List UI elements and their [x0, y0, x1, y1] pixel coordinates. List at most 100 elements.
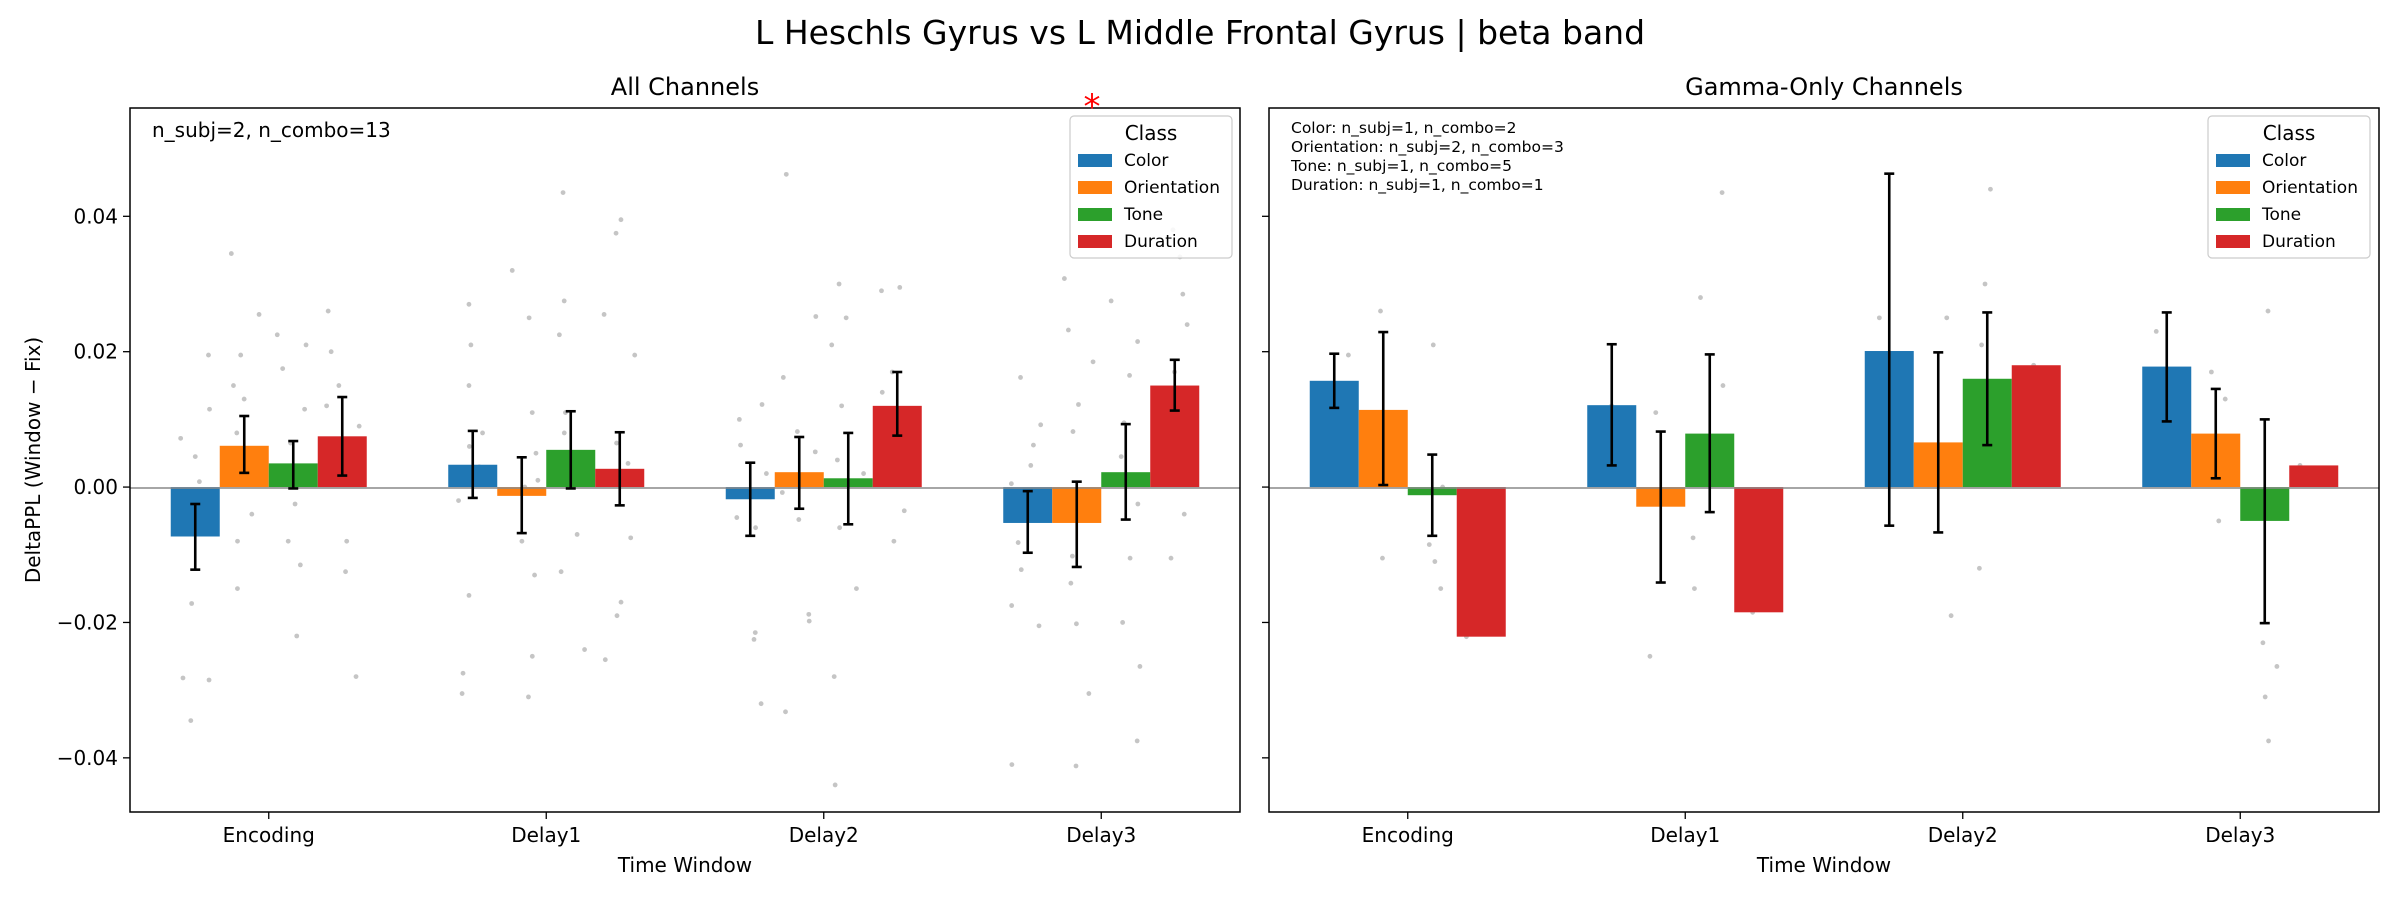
x-tick-label: Encoding — [223, 823, 315, 847]
data-point — [1690, 535, 1696, 541]
data-point — [529, 410, 535, 416]
data-point — [813, 314, 819, 319]
data-point — [466, 383, 472, 388]
legend-label-tone: Tone — [2261, 205, 2301, 225]
data-point — [336, 383, 342, 388]
data-point — [1438, 586, 1444, 592]
data-point — [1015, 540, 1021, 545]
data-point — [234, 430, 240, 436]
data-point — [794, 429, 800, 434]
data-point — [1168, 555, 1174, 561]
data-point — [2260, 640, 2266, 646]
data-point — [1181, 511, 1187, 517]
legend-label-color: Color — [1124, 151, 1168, 171]
data-point — [328, 349, 334, 355]
legend-swatch-tone — [2216, 208, 2250, 221]
data-point — [783, 709, 788, 715]
bar-duration-encoding — [1456, 487, 1506, 637]
data-point — [2216, 518, 2222, 524]
data-point — [1086, 691, 1092, 696]
data-point — [831, 674, 837, 680]
error-bars — [1329, 172, 2270, 625]
data-point — [1031, 442, 1036, 448]
legend-swatch-color — [2216, 154, 2250, 167]
data-point — [292, 501, 298, 507]
figure-title: L Heschls Gyrus vs L Middle Frontal Gyru… — [755, 13, 1645, 52]
data-point — [207, 406, 212, 412]
x-tick-label: Delay3 — [2205, 823, 2275, 847]
data-point — [2153, 328, 2159, 334]
data-point — [1018, 375, 1023, 380]
legend-swatch-orientation — [1078, 181, 1112, 194]
data-point — [2208, 369, 2214, 375]
data-point — [1698, 295, 1703, 300]
annotation-line: Color: n_subj=1, n_combo=2 — [1291, 119, 1517, 138]
data-point — [618, 599, 624, 605]
data-point — [1134, 738, 1140, 744]
x-ticks: Encoding Delay1 Delay2 Delay3 — [1362, 812, 2275, 847]
data-point — [206, 677, 212, 683]
data-point — [753, 525, 758, 531]
data-point — [1108, 298, 1114, 304]
annotation-line: Orientation: n_subj=2, n_combo=3 — [1291, 138, 1564, 157]
legend-box — [1069, 115, 1233, 259]
bar-duration-delay1 — [1734, 487, 1784, 613]
legend-swatch-orientation — [2216, 181, 2250, 194]
data-point — [1065, 327, 1071, 333]
data-point — [1074, 621, 1079, 627]
data-point — [1720, 383, 1726, 388]
legend-label-orientation: Orientation — [2262, 178, 2358, 198]
data-point — [1018, 567, 1024, 573]
data-point — [806, 618, 812, 624]
data-point — [189, 601, 195, 606]
data-point — [561, 298, 567, 304]
x-tick-label: Encoding — [1362, 823, 1454, 847]
legend-swatch-tone — [1078, 208, 1112, 221]
data-point — [178, 435, 184, 441]
data-point — [1036, 623, 1042, 629]
data-point — [628, 535, 634, 541]
panel-title: Gamma-Only Channels — [1685, 73, 1963, 101]
data-point — [1028, 463, 1034, 468]
data-point — [861, 471, 866, 476]
legend: Class Color Orientation Tone Duration — [1069, 115, 1233, 259]
data-point — [192, 454, 198, 460]
annotation-line: Duration: n_subj=1, n_combo=1 — [1291, 176, 1544, 195]
data-point — [1009, 603, 1015, 608]
data-point — [2266, 738, 2271, 744]
data-point — [231, 383, 236, 388]
data-point — [456, 498, 461, 504]
data-point — [751, 636, 757, 642]
panel-title: All Channels — [611, 73, 759, 101]
data-point — [601, 312, 607, 317]
y-tick-label: 0.00 — [73, 475, 118, 499]
legend-label-tone: Tone — [1123, 205, 1163, 225]
panel-gamma-only-channels: Gamma-Only Channels Encoding Delay1 Delay2… — [1262, 73, 2380, 877]
data-point — [1127, 372, 1132, 378]
data-point — [1345, 352, 1351, 358]
data-point — [763, 471, 769, 476]
data-point — [196, 479, 202, 485]
legend: Class Color Orientation Tone Duration — [2207, 115, 2371, 259]
error-bars — [190, 358, 1180, 571]
data-point — [509, 268, 515, 273]
y-axis-label: DeltaPPL (Window − Fix) — [21, 337, 45, 583]
data-point — [736, 416, 742, 422]
x-tick-label: Delay2 — [789, 823, 859, 847]
data-point — [843, 315, 849, 321]
data-point — [238, 352, 244, 358]
data-point — [529, 653, 535, 659]
data-point — [1090, 359, 1096, 365]
bars — [1309, 351, 2339, 637]
bar-duration-delay2 — [2011, 365, 2061, 488]
data-point — [854, 586, 859, 592]
axes-frame — [129, 107, 1241, 813]
data-point — [297, 562, 303, 568]
data-point — [1647, 653, 1653, 659]
data-point — [228, 251, 234, 256]
legend-label-color: Color — [2262, 151, 2306, 171]
legend-box — [2207, 115, 2371, 259]
data-point — [460, 670, 466, 676]
data-point — [1982, 281, 1988, 287]
